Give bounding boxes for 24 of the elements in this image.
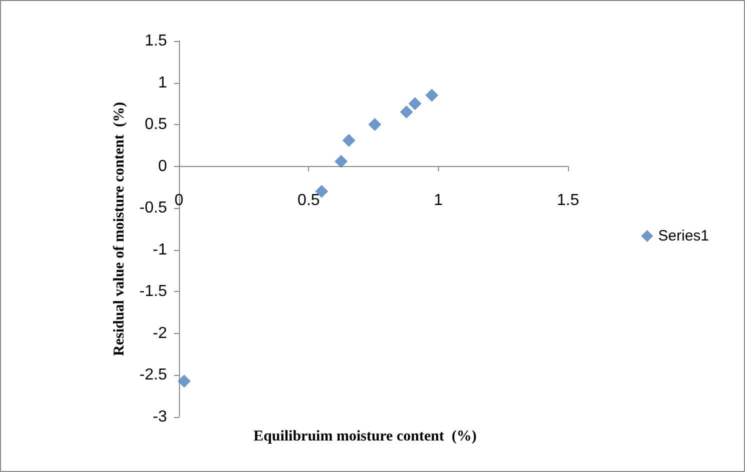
point xyxy=(178,374,191,388)
y-tick-label: -3 xyxy=(152,408,168,426)
x-tick-label: 1 xyxy=(434,192,443,209)
legend-label: Series1 xyxy=(658,228,709,244)
x-tick-label: 0 xyxy=(174,192,184,209)
y-axis-title: Residual value of moisture content (%) xyxy=(112,102,128,356)
point xyxy=(400,106,413,119)
x-axis-title: Equilibruim moisture content (%) xyxy=(254,428,477,444)
y-tick-label: 0.5 xyxy=(144,116,168,134)
y-tick-label: 0 xyxy=(158,158,168,175)
point xyxy=(425,88,438,102)
y-tick-label: -0.5 xyxy=(139,200,168,217)
point xyxy=(408,97,422,110)
y-tick-label: -1.5 xyxy=(139,283,168,300)
y-tick-label: -2 xyxy=(152,324,168,342)
y-tick-label: -1 xyxy=(152,241,168,258)
point xyxy=(368,118,382,132)
x-tick-label: 0.5 xyxy=(298,192,320,209)
y-tick-label: 1.5 xyxy=(144,32,168,50)
y-tick-label: 1 xyxy=(158,74,168,92)
point xyxy=(334,154,348,168)
x-tick-label: 1.5 xyxy=(556,192,580,209)
point xyxy=(342,134,356,147)
y-tick-label: -2.5 xyxy=(139,366,168,384)
